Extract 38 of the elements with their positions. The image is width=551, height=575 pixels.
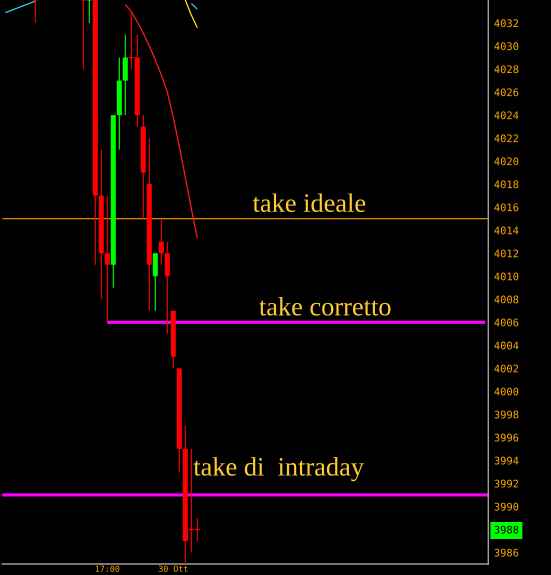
line-series <box>124 4 198 239</box>
y-tick-label: 4012 <box>494 249 518 258</box>
y-tick-label: 3986 <box>494 548 518 557</box>
y-tick-label: 4020 <box>494 157 518 166</box>
y-tick-label: 4022 <box>494 134 518 142</box>
candlestick <box>86 0 92 24</box>
x-tick-label: 17:00 <box>96 566 120 572</box>
y-tick-label: 3992 <box>494 480 518 488</box>
y-tick-label: 4010 <box>494 272 518 280</box>
annotation: take corretto <box>259 297 391 316</box>
y-tick-label: 4000 <box>494 388 518 396</box>
y-tick-label: 3988 <box>494 526 518 534</box>
candlestick <box>152 252 158 312</box>
candlestick <box>104 195 110 323</box>
y-tick-label: 3996 <box>494 434 518 442</box>
y-tick-label: 4004 <box>494 342 518 350</box>
y-tick-label: 4014 <box>494 226 518 234</box>
x-tick-label: 30 Ott <box>158 566 188 572</box>
y-tick-label: 3994 <box>494 456 518 465</box>
candlestick <box>80 0 86 70</box>
candlestick <box>32 0 38 24</box>
y-tick-label: 4018 <box>494 180 518 188</box>
y-tick-label: 4028 <box>494 65 518 74</box>
y-tick-label: 4024 <box>494 111 518 120</box>
y-tick-label: 4030 <box>494 42 518 50</box>
candlestick <box>122 34 128 116</box>
ref-line-label: take di intraday <box>194 457 364 482</box>
y-tick-label: 4016 <box>494 203 518 212</box>
candlestick <box>158 218 164 266</box>
candlestick <box>164 241 170 334</box>
y-tick-label: 4008 <box>494 296 518 304</box>
y-tick-label: 4002 <box>494 364 518 372</box>
y-tick-label: 4026 <box>494 88 518 96</box>
y-tick-label: 3998 <box>494 410 518 418</box>
y-tick-label: 3990 <box>494 502 518 511</box>
ref-line-label: take ideale <box>252 193 366 212</box>
y-tick-label: 4032 <box>494 19 518 28</box>
y-tick-label: 4006 <box>494 318 518 326</box>
